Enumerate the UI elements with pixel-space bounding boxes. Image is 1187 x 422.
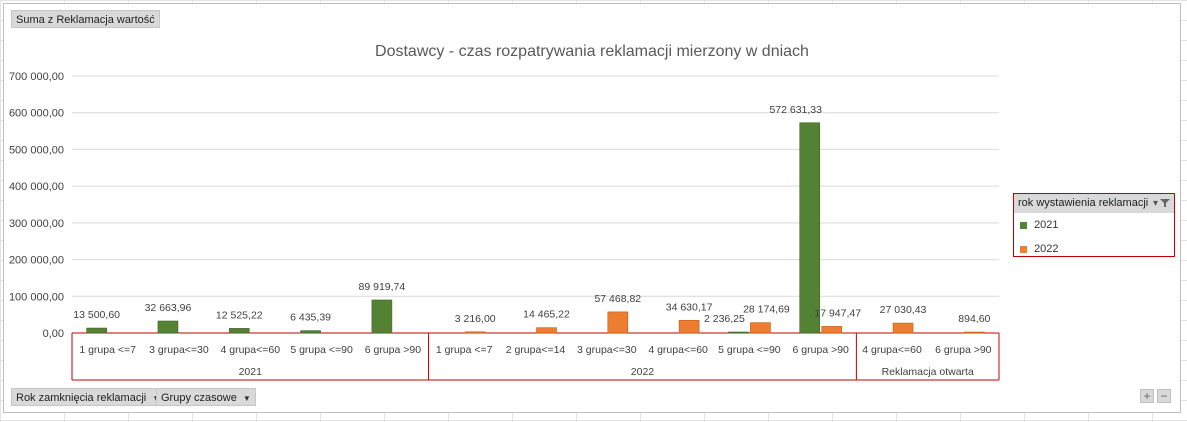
row-field-label-rok: Rok zamknięcia reklamacji <box>16 392 147 404</box>
value-field-label: Suma z Reklamacja wartość <box>16 14 155 26</box>
funnel-icon[interactable]: ▾ <box>1153 194 1170 213</box>
data-label-2021: 32 663,96 <box>145 302 192 314</box>
row-field-button-grupy[interactable]: Grupy czasowe ▼ <box>156 388 256 406</box>
data-label-2022: 3 216,00 <box>455 313 496 325</box>
category-label: 6 grupa >90 <box>365 344 422 356</box>
data-label-2021: 6 435,39 <box>290 312 331 324</box>
bar-2021 <box>228 328 250 334</box>
category-label: 1 grupa <=7 <box>436 344 493 356</box>
bar-2021 <box>86 327 107 334</box>
legend-label-2022: 2022 <box>1034 243 1059 255</box>
y-tick-label: 0,00 <box>43 328 64 340</box>
category-label: 5 grupa <=90 <box>718 344 781 356</box>
y-tick-label: 700 000,00 <box>9 71 64 83</box>
bar-2021 <box>157 320 179 334</box>
category-label: 3 grupa<=30 <box>149 344 209 356</box>
value-field-button[interactable]: Suma z Reklamacja wartość <box>11 10 160 28</box>
chart-title: Dostawcy - czas rozpatrywania reklamacji… <box>375 43 809 60</box>
bar-2021 <box>799 122 821 334</box>
legend-item-2022[interactable]: 2022 <box>1014 239 1174 259</box>
y-tick-label: 500 000,00 <box>9 144 64 156</box>
bar-2022 <box>678 319 700 334</box>
y-tick-label: 300 000,00 <box>9 218 64 230</box>
bar-2021 <box>300 330 321 334</box>
legend-swatch-2022 <box>1020 245 1027 253</box>
data-label-2021: 89 919,74 <box>359 281 406 293</box>
category-label: 2 grupa<=14 <box>506 344 566 356</box>
group-label: 2021 <box>239 366 263 378</box>
dropdown-arrow-icon: ▼ <box>242 394 251 403</box>
data-label-2022: 57 468,82 <box>594 293 641 305</box>
data-label-2021: 13 500,60 <box>73 309 120 321</box>
bar-2021 <box>728 331 749 334</box>
y-tick-label: 600 000,00 <box>9 108 64 120</box>
pivot-chart-area[interactable] <box>3 3 1181 413</box>
data-label-2021: 2 236,25 <box>704 313 745 325</box>
bar-2022 <box>536 327 557 334</box>
data-label-2022: 28 174,69 <box>743 304 790 316</box>
group-label: 2022 <box>631 366 655 378</box>
bar-2022 <box>750 322 771 334</box>
category-label: 4 grupa<=60 <box>648 344 708 356</box>
category-label: 1 grupa <=7 <box>79 344 136 356</box>
category-label: 6 grupa >90 <box>935 344 992 356</box>
bar-2022 <box>821 326 843 334</box>
bar-2022 <box>607 311 629 334</box>
category-label: 5 grupa <=90 <box>290 344 353 356</box>
data-label-2022: 17 947,47 <box>814 307 861 319</box>
legend-swatch-2021 <box>1020 221 1027 229</box>
y-tick-label: 400 000,00 <box>9 181 64 193</box>
row-field-label-grupy: Grupy czasowe <box>161 392 237 404</box>
legend-item-2021[interactable]: 2021 <box>1014 215 1174 235</box>
row-field-button-rok[interactable]: Rok zamknięcia reklamacji▼ <box>11 388 166 406</box>
legend[interactable]: rok wystawienia reklamacji ▾ 2021 2022 <box>1013 193 1175 257</box>
legend-header[interactable]: rok wystawienia reklamacji ▾ <box>1014 194 1174 213</box>
bar-2022 <box>464 331 486 334</box>
data-label-2022: 27 030,43 <box>880 304 927 316</box>
bar-2021 <box>371 299 393 334</box>
data-label-2021: 12 525,22 <box>216 309 263 321</box>
data-label-2021: 572 631,33 <box>769 104 822 116</box>
y-tick-label: 100 000,00 <box>9 291 64 303</box>
y-tick-label: 200 000,00 <box>9 255 64 267</box>
data-label-2022: 34 630,17 <box>666 301 713 313</box>
collapse-field-button[interactable]: − <box>1157 389 1171 403</box>
category-label: 4 grupa<=60 <box>220 344 280 356</box>
bar-2022 <box>964 331 985 334</box>
category-label: 6 grupa >90 <box>793 344 850 356</box>
data-label-2022: 894,60 <box>958 313 990 325</box>
category-label: 3 grupa<=30 <box>577 344 637 356</box>
category-label: 4 grupa<=60 <box>862 344 922 356</box>
bar-2022 <box>892 322 914 334</box>
legend-title: rok wystawienia reklamacji <box>1018 197 1149 209</box>
data-label-2022: 14 465,22 <box>523 309 570 321</box>
legend-label-2021: 2021 <box>1034 219 1059 231</box>
expand-field-button[interactable]: + <box>1140 389 1154 403</box>
group-label: Reklamacja otwarta <box>882 366 974 378</box>
